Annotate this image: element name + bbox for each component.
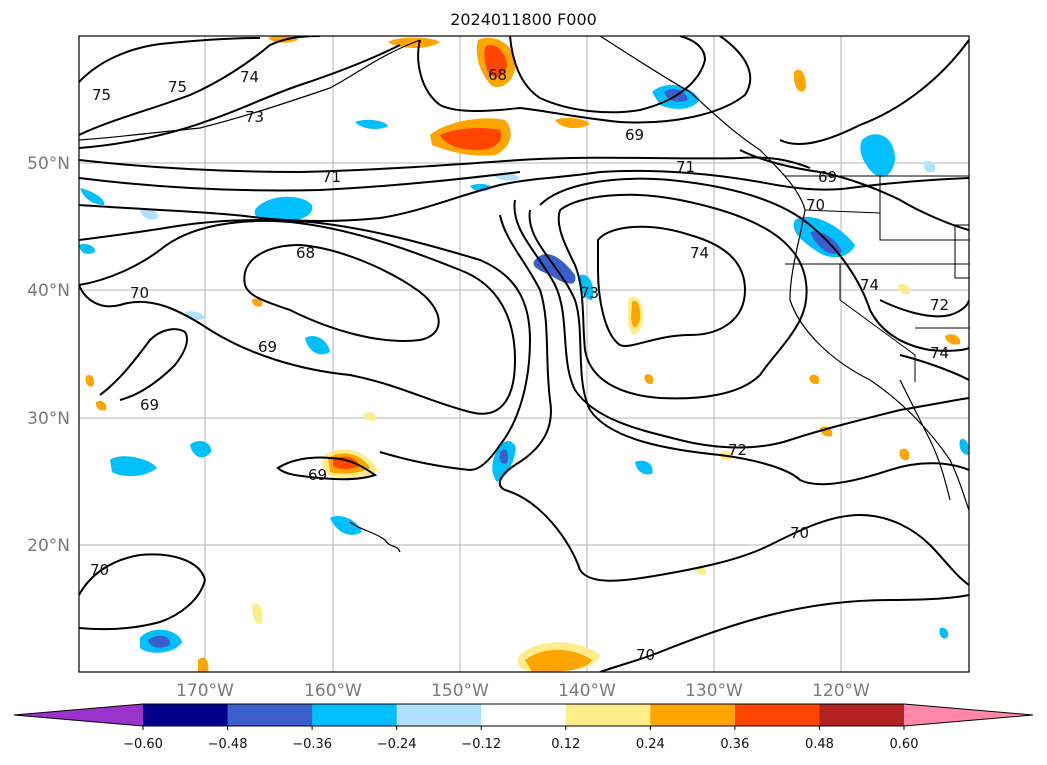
lon-label: 130°W (685, 681, 743, 701)
graticule (79, 36, 969, 672)
colorbar-tick-label: −0.24 (377, 737, 417, 752)
colorbar-segment (734, 704, 820, 726)
contour-label: 71 (322, 168, 341, 186)
height-contours (79, 36, 969, 672)
colorbar-segment (143, 704, 229, 726)
colorbar-tick-label: −0.60 (123, 737, 163, 752)
contour-label: 69 (625, 126, 644, 144)
lon-label: 140°W (558, 681, 616, 701)
lon-label: 150°W (431, 681, 489, 701)
contour-label: 70 (806, 196, 825, 214)
colorbar-tick-label: 0.48 (805, 737, 834, 752)
colorbar-segment (650, 704, 736, 726)
blob-neg (254, 196, 313, 221)
contour-label: 73 (245, 108, 264, 126)
contour-label: 69 (818, 168, 837, 186)
colorbar-tick-label: −0.12 (461, 737, 501, 752)
contour-label: 74 (930, 344, 949, 362)
contour-label: 74 (240, 68, 259, 86)
contour-label: 74 (860, 276, 879, 294)
lat-label: 40°N (27, 281, 70, 301)
map-frame (78, 35, 970, 673)
colorbar-tick-label: −0.36 (292, 737, 332, 752)
colorbar-segment (819, 704, 905, 726)
colorbar-extend-high (904, 704, 1033, 726)
contour-label: 69 (258, 338, 277, 356)
lon-label: 120°W (812, 681, 870, 701)
contour-label: 73 (580, 284, 599, 302)
colorbar-extend-low (14, 704, 143, 726)
contour-label: 70 (790, 524, 809, 542)
contour-label: 70 (90, 561, 109, 579)
contour-label: 71 (676, 158, 695, 176)
longitude-labels: 170°W 160°W 150°W 140°W 130°W 120°W (176, 681, 870, 701)
lat-label: 20°N (27, 536, 70, 556)
contour-label: 68 (488, 66, 507, 84)
contour-labels: 75 74 73 71 68 70 69 69 69 70 69 71 69 7… (90, 66, 949, 664)
lat-label: 50°N (27, 154, 70, 174)
contour-label: 70 (636, 646, 655, 664)
contour-label: 75 (92, 86, 111, 104)
colorbar-segment (227, 704, 313, 726)
colorbar-segment (565, 704, 651, 726)
contour-label: 69 (140, 396, 159, 414)
colorbar-segment (396, 704, 482, 726)
latitude-labels: 50°N 40°N 30°N 20°N (27, 154, 70, 556)
contour-label: 69 (308, 466, 327, 484)
colorbar-tick-label: 0.60 (890, 737, 919, 752)
contour-label: 70 (130, 284, 149, 302)
contour-label: 72 (728, 441, 747, 459)
lon-label: 170°W (176, 681, 234, 701)
lat-label: 30°N (27, 409, 70, 429)
contour-label: 68 (296, 244, 315, 262)
colorbar-tick-label: −0.48 (208, 737, 248, 752)
contour-label: 74 (690, 244, 709, 262)
map-title: 2024011800 F000 (450, 10, 597, 29)
colorbar-tick-label: 0.12 (551, 737, 580, 752)
contour-label: 75 (168, 78, 187, 96)
map-background (79, 36, 969, 672)
colorbar: −0.60 −0.48 −0.36 −0.24 −0.12 0.12 0.24 0.36 0.4… (13, 703, 1034, 752)
borders (785, 175, 969, 382)
lon-label: 160°W (304, 681, 362, 701)
colorbar-segment (481, 704, 567, 726)
colorbar-segment (312, 704, 398, 726)
colorbar-tick-label: 0.36 (720, 737, 749, 752)
colorbar-tick-label: 0.24 (636, 737, 665, 752)
contour-label: 72 (930, 296, 949, 314)
